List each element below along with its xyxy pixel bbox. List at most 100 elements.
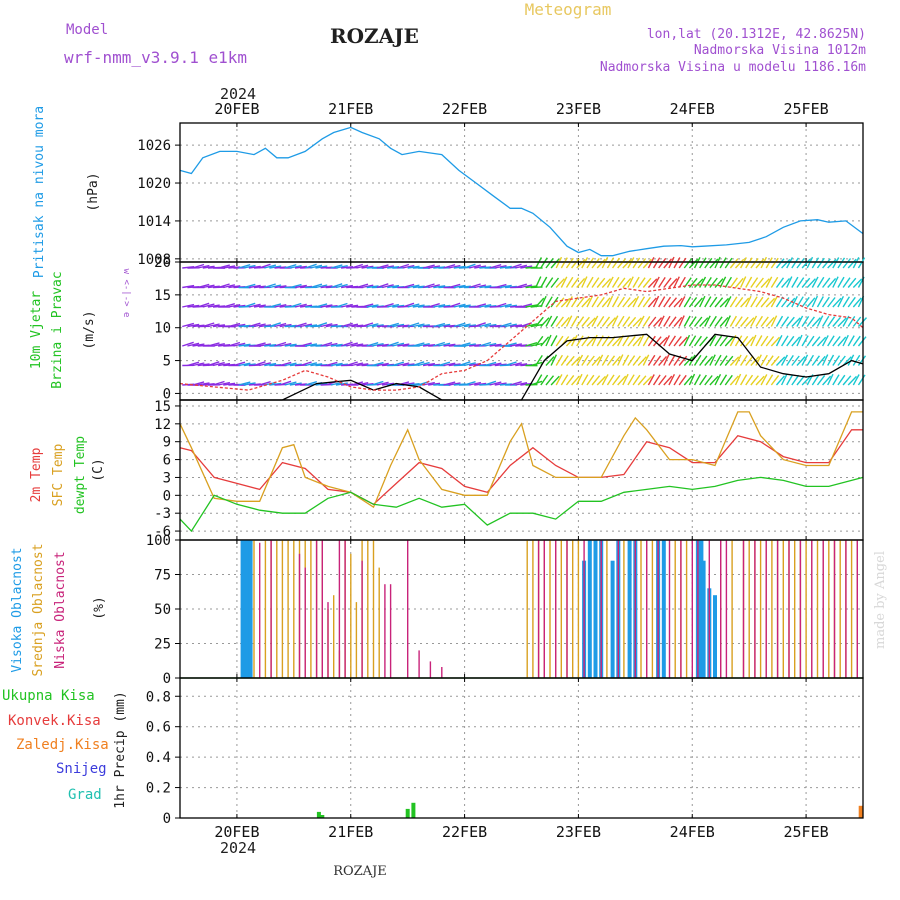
wind-arrow [509, 362, 522, 367]
wind-arrow [837, 336, 847, 347]
wind-arrow [739, 276, 747, 288]
wind-arrow [642, 375, 653, 386]
wind-arrow [852, 374, 860, 386]
wind-arrow [356, 283, 369, 289]
wind-arrow [228, 322, 241, 328]
bottom-date-label: 22FEB [442, 823, 487, 841]
wind-arrow [463, 324, 476, 328]
wind-arrow [719, 336, 729, 347]
wind-arrow [499, 265, 512, 269]
wind-arrow [704, 315, 711, 327]
wind-gust-line [179, 284, 864, 391]
wind-arrow [714, 297, 724, 308]
y-tick-label: 1008 [137, 252, 171, 268]
wind-arrow [366, 285, 379, 289]
wind-arrow [699, 257, 707, 269]
wind-arrow [535, 297, 545, 308]
wind-arrow [719, 297, 730, 308]
wind-arrow [663, 335, 671, 347]
wind-arrow [729, 277, 738, 288]
wind-arrow [806, 278, 816, 288]
precip-bar [320, 815, 325, 818]
wind-arrow [258, 362, 271, 367]
wind-arrow [832, 316, 842, 327]
wind-arrow [392, 361, 404, 367]
wind-arrow [673, 374, 681, 386]
precip-bar [405, 808, 410, 818]
panel-clouds: 0 25 50 75 100 [146, 533, 864, 687]
wind-arrow [658, 355, 668, 366]
panels: 100810141020102605101520-6-3036912150255… [137, 122, 868, 827]
wind-arrow [243, 382, 256, 386]
wind-arrow [192, 343, 205, 347]
wind-arrow [750, 334, 757, 347]
wind-arrow [269, 322, 282, 328]
wind-arrow [704, 355, 714, 366]
wind-arrow [781, 297, 790, 308]
wind-arrow [540, 374, 549, 386]
top-date-axis: 20FEB 21FEB 22FEB 23FEB 24FEB 25FEB [214, 100, 828, 118]
temp-unit: (C) [91, 458, 106, 481]
wind-arrow [438, 342, 451, 347]
wind-arrow [197, 302, 210, 308]
wind-arrow [740, 374, 748, 386]
wind-arrow [453, 303, 466, 308]
wind-arrow [407, 303, 420, 308]
wind-arrow [755, 258, 765, 269]
wind-arrow [668, 278, 678, 288]
wind-arrow [433, 304, 446, 308]
wind-arrow [489, 381, 502, 386]
wind-arrow [642, 277, 652, 288]
wind-arrow [786, 297, 796, 308]
wind-arrow [576, 373, 583, 386]
wind-arrow [775, 258, 785, 269]
wind-arrow [412, 323, 425, 328]
wind-arrow [627, 335, 636, 347]
wind-arrow [565, 315, 573, 327]
wind-arrow [719, 276, 727, 288]
wind-arrow [258, 343, 272, 347]
wind-arrow [658, 277, 666, 288]
wind-arrow [381, 284, 394, 289]
y-tick-label: 9 [163, 435, 171, 451]
wind-arrow [438, 323, 451, 328]
wind-arrow [555, 297, 565, 308]
wind-arrow [612, 374, 621, 386]
wind-arrow [770, 315, 778, 327]
wind-arrow [335, 283, 348, 289]
wind-arrow [606, 317, 617, 327]
y-tick-label: -3 [154, 506, 171, 522]
wind-arrow [734, 296, 744, 308]
pressure-labels: Pritisak na nivou mora (hPa) [32, 106, 101, 278]
wind-arrow [683, 356, 694, 366]
wind-arrow [248, 265, 261, 269]
wind-arrow [560, 316, 570, 327]
wind-arrow [775, 334, 783, 347]
wind-arrow [724, 257, 733, 269]
wind-arrow [775, 356, 786, 366]
bottom-date-label: 24FEB [670, 823, 715, 841]
wind-arrow [637, 258, 647, 269]
wind-arrow [693, 316, 703, 327]
wind-arrow [688, 296, 698, 308]
wind-arrow [791, 257, 799, 269]
wind-arrow [182, 303, 195, 308]
wind-arrow [801, 277, 811, 288]
wind-arrow [668, 354, 676, 366]
high-cloud-bar [240, 540, 245, 678]
wind-barbs [182, 256, 868, 386]
wind-arrow [550, 375, 560, 386]
wind-arrow [801, 335, 809, 347]
wind-arrow [821, 354, 829, 366]
wind-arrow [515, 363, 528, 367]
wind-arrow [223, 284, 236, 289]
wind-arrow [750, 277, 759, 288]
wind-arrow [433, 285, 446, 289]
wind-arrow [294, 303, 307, 308]
wind-arrow [796, 296, 804, 308]
wind-arrow [376, 343, 389, 347]
wind-arrow [842, 315, 850, 327]
wind-arrow [857, 374, 866, 386]
wind-arrow [474, 382, 487, 386]
high-cloud-bar [587, 540, 592, 678]
